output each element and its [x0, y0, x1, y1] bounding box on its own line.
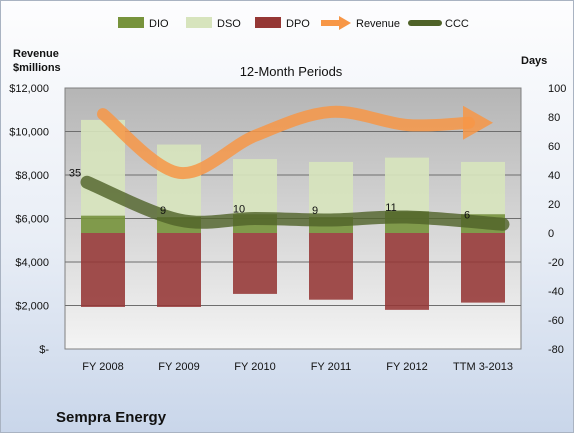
category-label: FY 2012 — [386, 361, 427, 373]
left-tick-label: $12,000 — [9, 83, 49, 95]
right-tick-label: 20 — [548, 199, 560, 211]
revenue-line — [97, 105, 475, 179]
left-tick-label: $2,000 — [15, 301, 49, 313]
left-tick-label: $- — [39, 344, 49, 356]
company-name: Sempra Energy — [56, 409, 167, 426]
dso-bar — [233, 159, 277, 215]
ccc-data-label: 6 — [464, 209, 470, 221]
ccc-data-label: 10 — [233, 204, 245, 216]
right-tick-label: 0 — [548, 228, 554, 240]
legend-label-dso: DSO — [217, 18, 241, 30]
legend-swatch-dpo — [255, 17, 281, 28]
left-tick-label: $4,000 — [15, 257, 49, 269]
right-tick-label: -80 — [548, 344, 564, 356]
dso-bar — [385, 157, 429, 212]
right-tick-label: 100 — [548, 83, 566, 95]
revenue-arrowhead — [463, 105, 493, 140]
category-label: FY 2008 — [82, 361, 123, 373]
legend-label-dio: DIO — [149, 18, 169, 30]
dpo-bar — [385, 233, 429, 310]
category-label: TTM 3-2013 — [453, 361, 513, 373]
left-axis-title-line1: Revenue — [13, 48, 59, 60]
ccc-data-label: 35 — [69, 167, 81, 179]
legend-swatch-dso — [186, 17, 212, 28]
right-tick-label: -20 — [548, 257, 564, 269]
legend-label-revenue: Revenue — [356, 18, 400, 30]
left-axis-title-line2: $millions — [13, 62, 61, 74]
ccc-data-label: 9 — [312, 205, 318, 217]
ccc-data-label: 11 — [385, 202, 396, 214]
right-tick-label: 80 — [548, 112, 560, 124]
dso-bar — [309, 161, 353, 218]
left-tick-label: $8,000 — [15, 170, 49, 182]
right-tick-label: -40 — [548, 286, 564, 298]
dpo-bar — [461, 233, 505, 303]
dpo-bar — [233, 233, 277, 294]
right-tick-label: -60 — [548, 315, 564, 327]
legend-label-ccc: CCC — [445, 18, 469, 30]
legend-label-dpo: DPO — [286, 18, 310, 30]
dpo-bar — [81, 233, 125, 307]
dso-bar — [157, 144, 201, 218]
right-tick-label: 60 — [548, 141, 560, 153]
chart-title: 12-Month Periods — [240, 64, 343, 79]
dso-bar — [461, 161, 505, 215]
category-label: FY 2009 — [158, 361, 199, 373]
legend-arrowhead-revenue — [339, 16, 351, 30]
dio-bar — [81, 215, 125, 233]
left-tick-label: $6,000 — [15, 214, 49, 226]
right-tick-label: 40 — [548, 170, 560, 182]
dpo-bar — [157, 233, 201, 307]
right-axis-title: Days — [521, 55, 547, 67]
left-tick-label: $10,000 — [9, 127, 49, 139]
category-label: FY 2010 — [234, 361, 275, 373]
dpo-bar — [309, 233, 353, 300]
ccc-data-label: 9 — [160, 205, 166, 217]
category-label: FY 2011 — [311, 361, 352, 373]
ccc-line — [80, 175, 510, 231]
legend-swatch-dio — [118, 17, 144, 28]
